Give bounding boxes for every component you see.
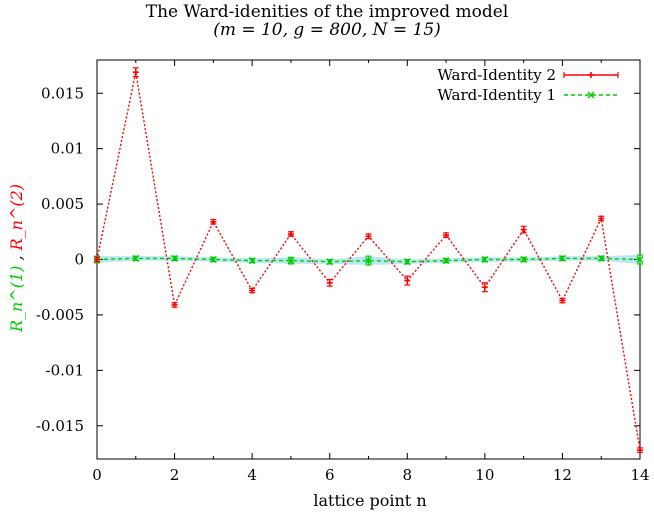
x-axis-label: lattice point n	[313, 491, 426, 510]
x-tick-label: 2	[170, 466, 180, 484]
data-point	[558, 254, 566, 262]
y-tick-label: -0.015	[36, 417, 84, 435]
y-axis-label-wi2: R_n^(2)	[7, 184, 26, 251]
data-point	[287, 257, 295, 265]
data-point	[636, 256, 644, 263]
x-tick-label: 10	[475, 466, 494, 484]
y-axis-label-separator: ,	[7, 250, 26, 265]
x-tick-label: 4	[247, 466, 257, 484]
y-tick-label: -0.005	[36, 306, 84, 324]
chart-subtitle: (m = 10, g = 800, N = 15)	[213, 20, 441, 40]
data-point	[209, 256, 217, 263]
legend-label: Ward-Identity 2	[437, 66, 556, 84]
data-point	[442, 257, 450, 265]
y-tick-label: -0.01	[46, 361, 84, 379]
y-tick-label: 0.005	[41, 195, 84, 213]
svg-text:R_n^(1) , R_n^(2): R_n^(1) , R_n^(2)	[7, 184, 26, 333]
data-point	[132, 254, 140, 262]
data-point	[403, 258, 411, 266]
series-wi2	[94, 67, 643, 454]
x-tick-label: 0	[92, 466, 102, 484]
data-point	[171, 254, 179, 262]
data-point	[248, 257, 256, 265]
x-tick-label: 8	[403, 466, 413, 484]
chart-title: The Ward-idenities of the improved model	[145, 2, 509, 22]
x-tick-label: 14	[630, 466, 649, 484]
series-wi1	[93, 254, 644, 266]
data-point	[326, 258, 334, 266]
data-point	[481, 256, 489, 263]
y-axis-label-wi1: R_n^(1)	[7, 266, 26, 333]
y-tick-label: 0.015	[41, 84, 84, 102]
data-point	[597, 254, 605, 262]
x-tick-label: 6	[325, 466, 335, 484]
x-tick-label: 12	[553, 466, 572, 484]
data-point	[365, 257, 372, 265]
legend-marker	[587, 91, 595, 99]
y-tick-label: 0	[74, 251, 84, 269]
legend-label: Ward-Identity 1	[437, 86, 556, 104]
y-tick-label: 0.01	[51, 140, 84, 158]
y-axis-label: R_n^(1) , R_n^(2)	[7, 184, 26, 333]
data-point	[520, 256, 528, 263]
